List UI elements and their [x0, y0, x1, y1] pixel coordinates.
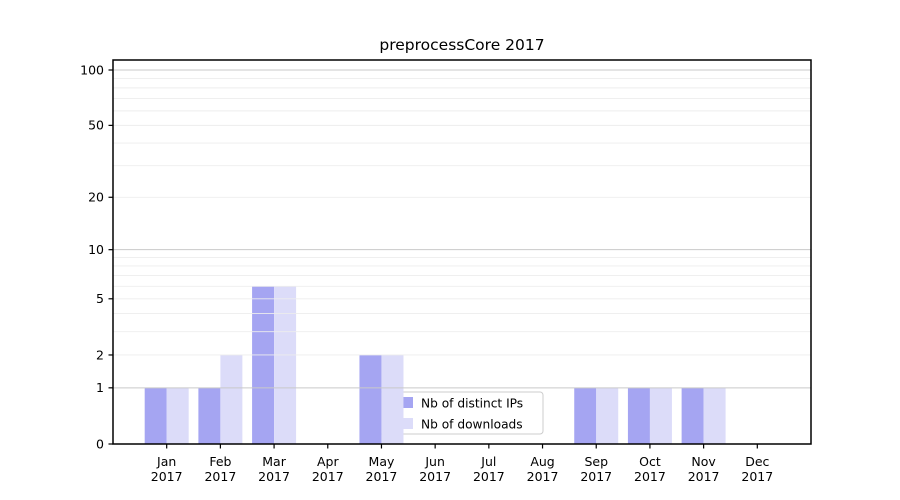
x-tick-label-month: Nov	[691, 454, 716, 469]
y-tick-label: 10	[88, 242, 104, 257]
legend-label: Nb of downloads	[421, 418, 523, 432]
bar-distinct-ips-jan	[144, 387, 167, 444]
bar-distinct-ips-feb	[198, 387, 221, 444]
bar-downloads-nov	[703, 387, 726, 444]
y-tick-label: 1	[96, 380, 104, 395]
y-tick-label: 50	[88, 118, 104, 133]
x-tick-label-year: 2017	[473, 469, 505, 484]
x-tick-label-year: 2017	[634, 469, 666, 484]
bar-distinct-ips-oct	[627, 387, 650, 444]
x-tick-label-month: Dec	[745, 454, 769, 469]
bar-downloads-jan	[166, 387, 189, 444]
chart-title: preprocessCore 2017	[379, 36, 545, 54]
x-tick-label-month: Jun	[424, 454, 445, 469]
x-tick-label-month: Feb	[209, 454, 231, 469]
x-tick-label-month: Aug	[530, 454, 554, 469]
x-tick-label-month: Apr	[317, 454, 339, 469]
x-tick-label-year: 2017	[312, 469, 344, 484]
x-tick-label-year: 2017	[527, 469, 559, 484]
y-tick-label: 20	[88, 190, 104, 205]
bar-downloads-may	[381, 354, 404, 444]
x-tick-label-year: 2017	[258, 469, 290, 484]
x-tick-label-year: 2017	[151, 469, 183, 484]
bar-distinct-ips-may	[359, 354, 382, 444]
bar-downloads-oct	[649, 387, 672, 444]
bar-distinct-ips-sep	[574, 387, 597, 444]
x-tick-label-month: May	[369, 454, 395, 469]
bar-distinct-ips-mar	[252, 286, 275, 444]
bar-downloads-mar	[274, 286, 297, 444]
bar-downloads-feb	[220, 354, 243, 444]
x-tick-label-year: 2017	[688, 469, 720, 484]
x-tick-label-year: 2017	[366, 469, 398, 484]
bar-distinct-ips-nov	[681, 387, 704, 444]
y-tick-label: 5	[96, 291, 104, 306]
x-tick-label-month: Mar	[262, 454, 286, 469]
y-tick-label: 100	[80, 62, 104, 77]
x-tick-label-year: 2017	[580, 469, 612, 484]
y-tick-label: 0	[96, 436, 104, 451]
x-tick-label-month: Sep	[584, 454, 608, 469]
x-tick-label-year: 2017	[741, 469, 773, 484]
bar-downloads-sep	[596, 387, 619, 444]
plot-border	[112, 59, 812, 445]
x-tick-label-year: 2017	[204, 469, 236, 484]
x-tick-label-year: 2017	[419, 469, 451, 484]
x-tick-label-month: Jul	[480, 454, 496, 469]
y-tick-label: 2	[96, 347, 104, 362]
x-tick-label-month: Oct	[639, 454, 661, 469]
x-tick-label-month: Jan	[156, 454, 176, 469]
legend-label: Nb of distinct IPs	[421, 397, 523, 411]
